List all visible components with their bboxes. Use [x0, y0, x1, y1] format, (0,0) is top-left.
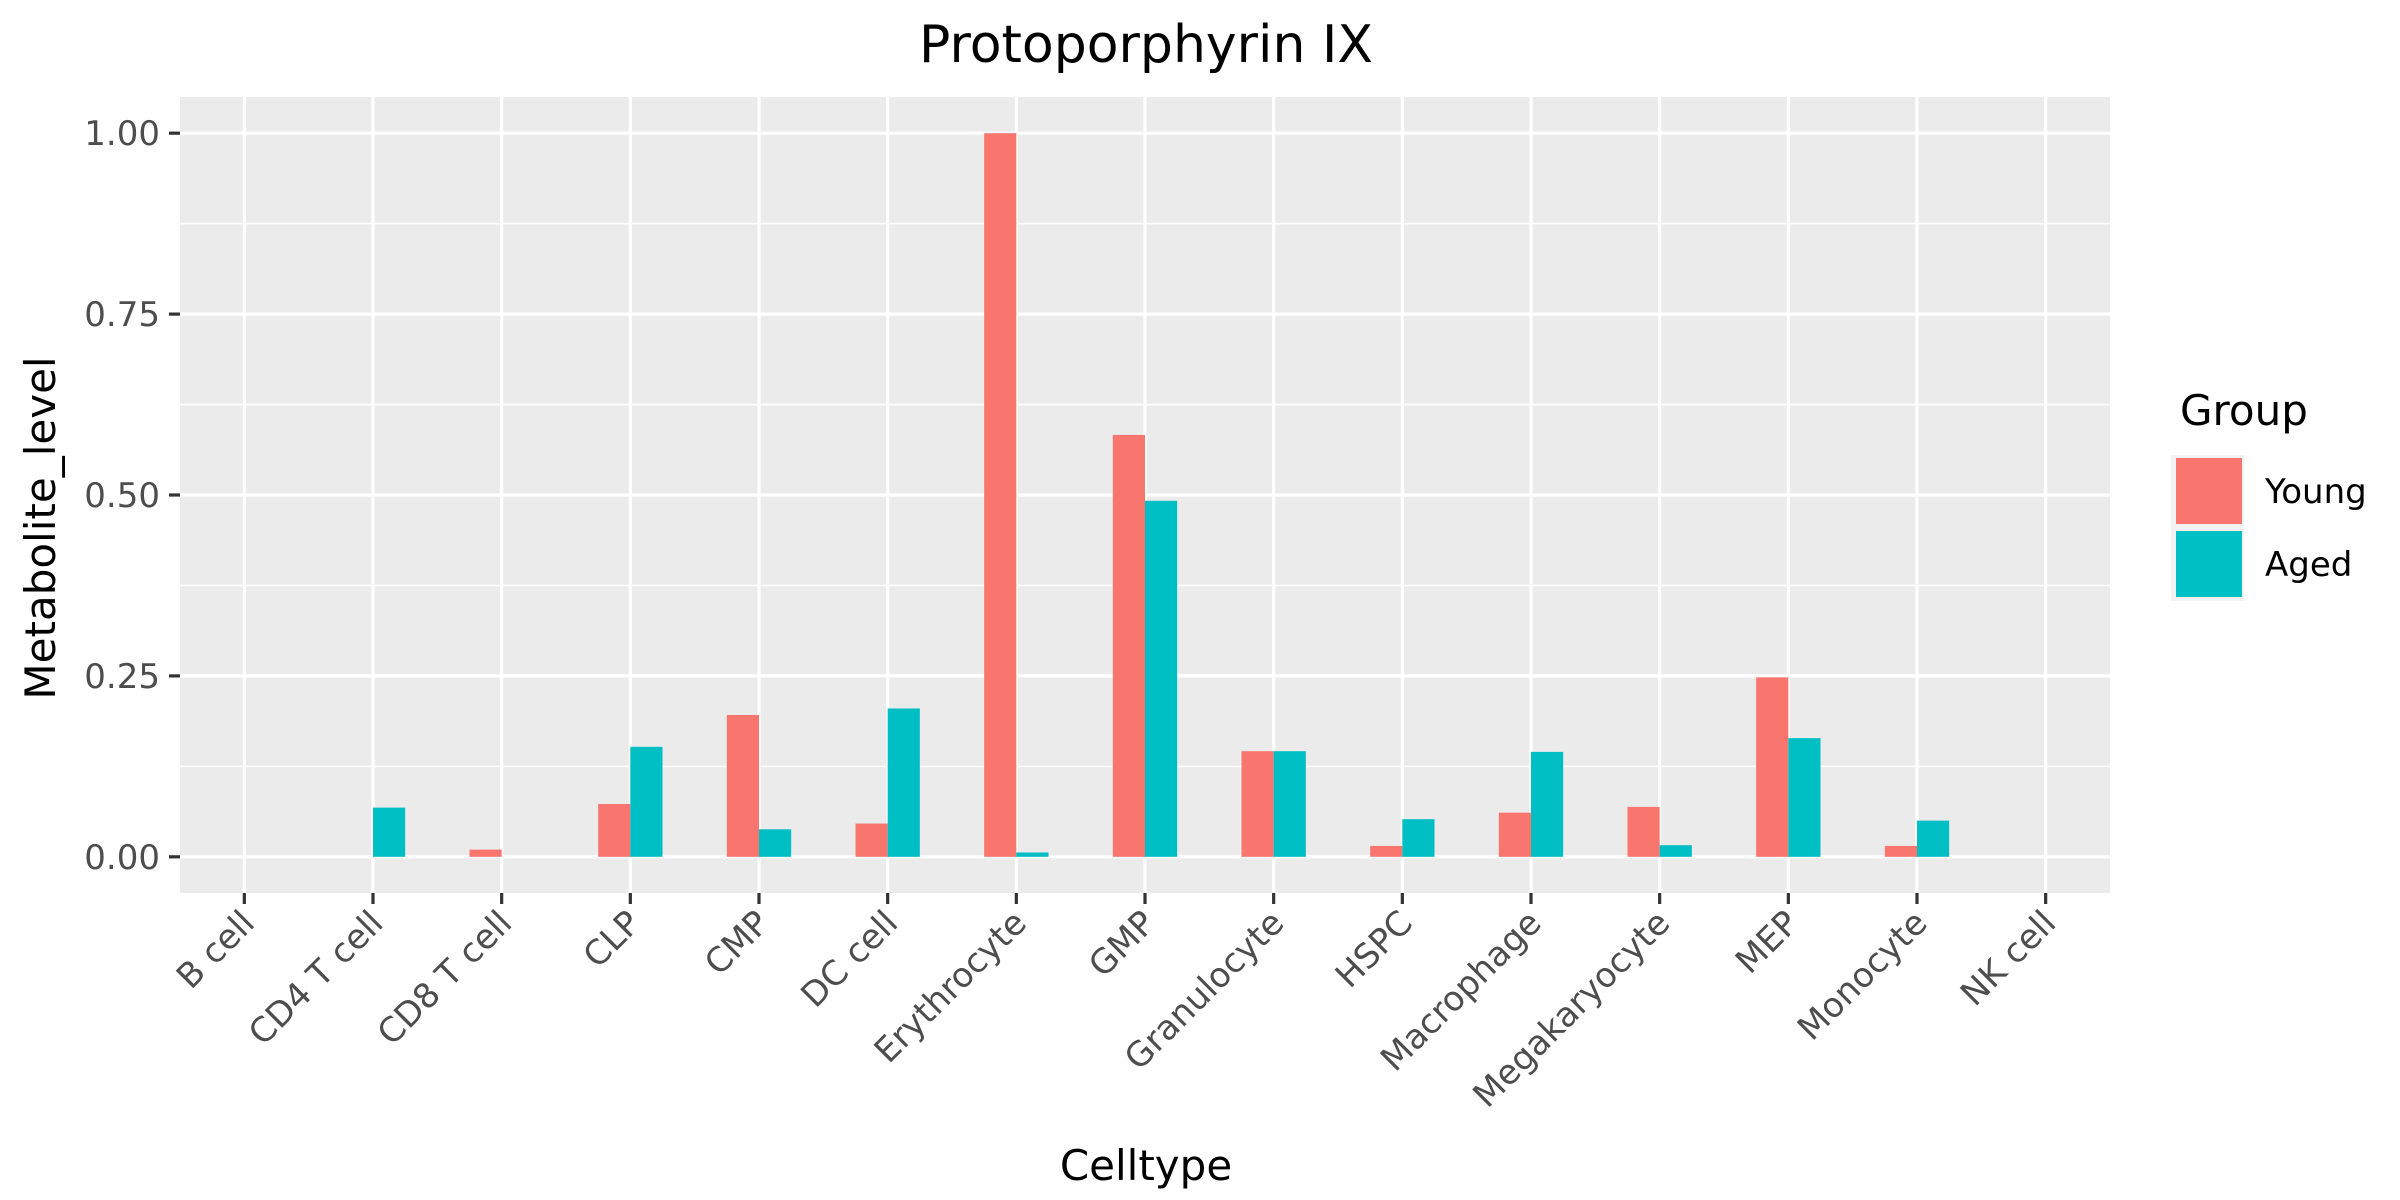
- bar-young-megakaryocyte: [1627, 806, 1660, 857]
- y-tick-label: 1.00: [84, 114, 160, 154]
- bar-young-monocyte: [1884, 845, 1917, 857]
- y-axis-title: Metabolite_level: [16, 356, 65, 699]
- x-tick-label: CLP: [576, 903, 649, 976]
- x-tick-label: GMP: [1081, 903, 1163, 985]
- bar-aged-gmp: [1145, 500, 1178, 857]
- bar-young-mep: [1756, 677, 1789, 857]
- bar-young-cd8-t-cell: [469, 849, 502, 857]
- bar-aged-clp: [630, 746, 663, 857]
- bar-aged-granulocyte: [1273, 751, 1306, 857]
- bar-young-hspc: [1370, 845, 1403, 857]
- bar-young-dc-cell: [855, 823, 888, 857]
- x-axis-title: Celltype: [1060, 1141, 1232, 1190]
- bar-young-granulocyte: [1241, 751, 1274, 857]
- legend-label-young: Young: [2264, 472, 2367, 512]
- y-tick-label: 0.75: [84, 295, 160, 335]
- legend: Group Young Aged: [2171, 386, 2367, 601]
- bar-aged-hspc: [1402, 819, 1435, 857]
- bar-aged-monocyte: [1917, 820, 1950, 857]
- bar-young-erythrocyte: [984, 133, 1017, 857]
- x-tick-label: DC cell: [793, 903, 906, 1016]
- x-tick-label: B cell: [169, 903, 263, 997]
- bar-young-clp: [598, 803, 631, 857]
- bar-young-gmp: [1112, 434, 1145, 857]
- bar-aged-cd4-t-cell: [373, 807, 406, 857]
- bars-layer: [373, 133, 1950, 857]
- bar-aged-erythrocyte: [1016, 852, 1049, 857]
- y-axis: 0.00 0.25 0.50 0.75 1.00: [84, 114, 180, 878]
- legend-title: Group: [2180, 386, 2308, 435]
- legend-key-aged: [2176, 531, 2242, 597]
- legend-key-young: [2176, 458, 2242, 524]
- bar-aged-mep: [1788, 738, 1821, 857]
- x-tick-label: NK cell: [1953, 903, 2064, 1014]
- y-tick-label: 0.50: [84, 476, 160, 516]
- bar-aged-megakaryocyte: [1659, 845, 1692, 857]
- bar-young-macrophage: [1498, 812, 1531, 857]
- y-tick-label: 0.00: [84, 838, 160, 878]
- y-tick-label: 0.25: [84, 657, 160, 697]
- x-tick-label: CD8 T cell: [370, 903, 520, 1053]
- chart-title: Protoporphyrin IX: [919, 15, 1373, 75]
- x-tick-label: Monocyte: [1790, 903, 1935, 1048]
- legend-label-aged: Aged: [2265, 545, 2352, 585]
- x-tick-label: MEP: [1728, 903, 1807, 982]
- x-tick-label: CMP: [697, 903, 777, 983]
- x-tick-label: HSPC: [1328, 903, 1421, 996]
- x-tick-label: CD4 T cell: [241, 903, 391, 1053]
- bar-aged-macrophage: [1531, 751, 1564, 857]
- bar-aged-dc-cell: [887, 708, 920, 857]
- bar-young-cmp: [726, 714, 759, 857]
- bar-aged-cmp: [759, 829, 792, 857]
